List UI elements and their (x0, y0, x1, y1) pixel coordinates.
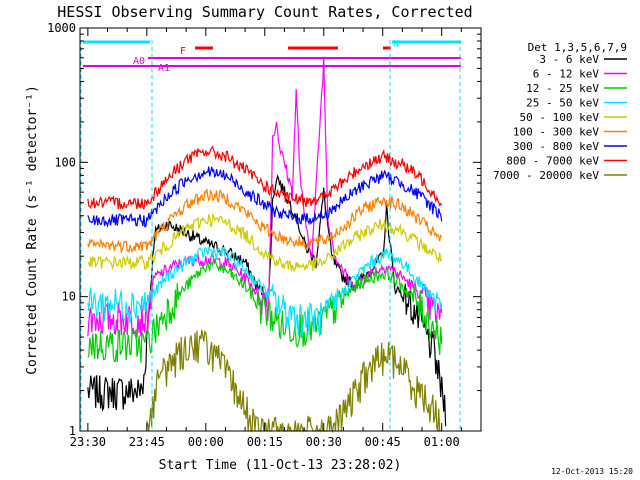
series-layer (87, 56, 447, 434)
chart-title: HESSI Observing Summary Count Rates, Cor… (57, 3, 472, 21)
legend-label-800-7000-kev: 800 - 7000 keV (506, 155, 599, 168)
legend-label-300-800-kev: 300 - 800 keV (513, 140, 599, 153)
legend-label-50-100-kev: 50 - 100 keV (520, 111, 600, 124)
y-tick-label: 100 (54, 155, 76, 169)
axis-layer: 23:30 23:45 00:00 00:15 00:30 00:45 01:00 1 10 10… (47, 21, 482, 449)
legend-label-12-25-kev: 12 - 25 keV (526, 82, 599, 95)
legend-label-3-6-kev: 3 - 6 keV (539, 53, 599, 66)
x-tick-label: 23:30 (70, 435, 106, 449)
plot-frame (79, 27, 482, 432)
y-tick-label: 1000 (47, 21, 76, 35)
annotation-layer: N F A0 A1 (80, 39, 461, 431)
annotation-label-n: N (393, 39, 399, 50)
legend-label-7000-20000-kev: 7000 - 20000 keV (493, 169, 599, 182)
legend-label-100-300-kev: 100 - 300 keV (513, 126, 599, 139)
legend-label-25-50-kev: 25 - 50 keV (526, 97, 599, 110)
series-line-800-7000-kev (87, 145, 443, 210)
series-line-50-100-kev (87, 212, 443, 273)
series-line-100-300-kev (87, 189, 443, 254)
series-line-300-800-kev (87, 166, 443, 228)
y-tick-label: 1 (69, 424, 76, 438)
x-tick-label: 23:45 (129, 435, 165, 449)
x-tick-label: 00:45 (365, 435, 401, 449)
footer-timestamp: 12-Oct-2013 15:20 (551, 467, 633, 476)
x-tick-label: 00:15 (247, 435, 283, 449)
y-axis-label: Corrected Count Rate (s⁻¹ detector⁻¹) (25, 85, 40, 375)
legend-title: Det 1,3,5,6,7,9 (528, 41, 627, 54)
x-axis-label: Start Time (11-Oct-13 23:28:02) (159, 458, 402, 473)
x-tick-label: 00:00 (188, 435, 224, 449)
series-line-12-25-kev (87, 258, 443, 363)
x-tick-label: 00:30 (306, 435, 342, 449)
annotation-label-a0: A0 (133, 56, 145, 67)
annotation-label-f: F (180, 46, 186, 57)
annotation-label-a1: A1 (158, 63, 170, 74)
series-line-25-50-kev (87, 246, 443, 338)
legend-label-6-12-kev: 6 - 12 keV (533, 68, 600, 81)
x-tick-label: 01:00 (424, 435, 460, 449)
y-tick-label: 10 (62, 290, 76, 304)
